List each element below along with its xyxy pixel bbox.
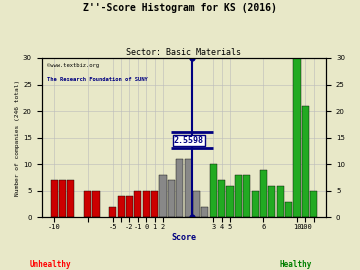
Bar [201, 207, 208, 217]
Bar [260, 170, 267, 217]
Bar [268, 185, 275, 217]
Bar [252, 191, 258, 217]
Bar [176, 159, 183, 217]
Bar [143, 191, 150, 217]
Bar [310, 191, 317, 217]
Bar [168, 180, 175, 217]
Bar [276, 185, 284, 217]
Bar [285, 201, 292, 217]
Bar [302, 106, 309, 217]
Bar [151, 191, 158, 217]
Bar [109, 207, 116, 217]
Bar [59, 180, 66, 217]
X-axis label: Score: Score [171, 232, 197, 241]
Y-axis label: Number of companies (246 total): Number of companies (246 total) [15, 80, 20, 196]
Bar [293, 58, 301, 217]
Bar [193, 191, 200, 217]
Title: Sector: Basic Materials: Sector: Basic Materials [126, 48, 242, 57]
Bar [218, 180, 225, 217]
Text: 2.5598: 2.5598 [174, 136, 204, 145]
Bar [117, 196, 125, 217]
Bar [243, 175, 250, 217]
Bar [126, 196, 133, 217]
Bar [50, 180, 58, 217]
Text: Z''-Score Histogram for KS (2016): Z''-Score Histogram for KS (2016) [83, 3, 277, 13]
Text: ©www.textbiz.org: ©www.textbiz.org [47, 63, 99, 68]
Bar [159, 175, 167, 217]
Bar [235, 175, 242, 217]
Bar [185, 159, 192, 217]
Bar [93, 191, 99, 217]
Text: The Research Foundation of SUNY: The Research Foundation of SUNY [47, 77, 148, 82]
Text: Healthy: Healthy [279, 260, 311, 269]
Text: Unhealthy: Unhealthy [30, 260, 71, 269]
Bar [84, 191, 91, 217]
Bar [67, 180, 75, 217]
Bar [226, 185, 234, 217]
Bar [210, 164, 217, 217]
Bar [134, 191, 141, 217]
